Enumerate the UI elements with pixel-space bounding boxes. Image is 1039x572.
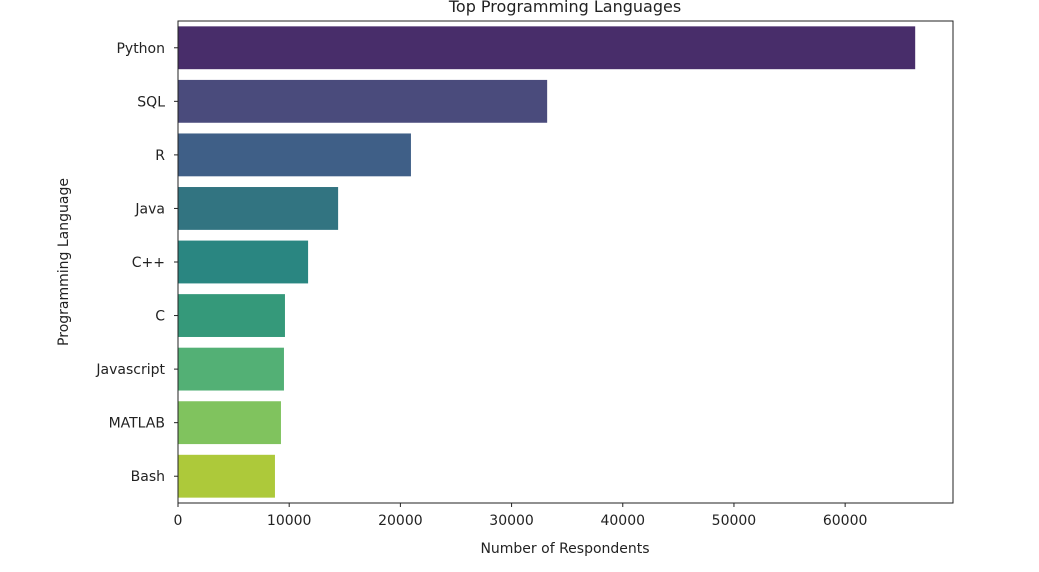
bar-matlab [178,401,281,445]
y-tick-label: R [155,148,165,164]
bar-r [178,133,411,177]
y-tick-label: C [155,309,165,325]
y-tick-label: Python [116,41,165,57]
y-axis-label: Programming Language [56,178,72,346]
x-tick-label: 20000 [378,513,423,529]
x-tick-label: 50000 [712,513,757,529]
bar-c [178,294,285,337]
y-tick-label: C++ [132,255,165,271]
bar-javascript [178,347,284,391]
x-tick-label: 10000 [267,513,312,529]
bar-sql [178,79,548,123]
x-tick-label: 0 [174,513,183,529]
x-tick-label: 40000 [600,513,645,529]
x-tick-label: 60000 [823,513,868,529]
bar-cpp [178,240,309,284]
x-axis-label: Number of Respondents [480,541,649,557]
y-tick-label: Java [134,201,165,217]
bar-python [178,26,916,70]
y-tick-label: MATLAB [109,416,165,432]
y-tick-label: Javascript [95,362,165,378]
bar-java [178,187,339,230]
y-tick-label: Bash [131,469,165,485]
chart-title: Top Programming Languages [448,0,681,16]
y-tick-label: SQL [137,94,165,110]
x-tick-label: 30000 [489,513,534,529]
bar-bash [178,454,275,498]
